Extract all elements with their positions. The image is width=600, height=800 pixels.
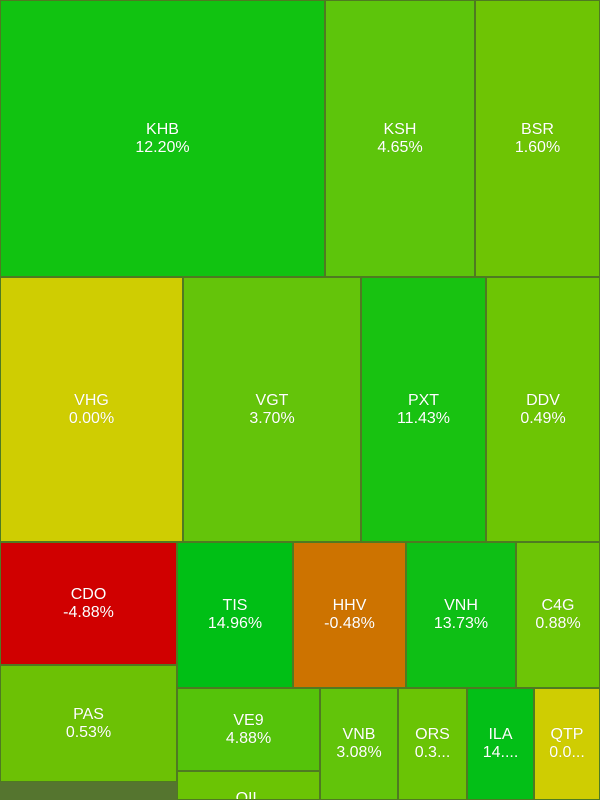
tile-symbol: CDO [70,585,107,603]
tile-hhv[interactable]: HHV -0.48% [293,542,406,688]
tile-oil[interactable]: OIL [177,771,320,800]
tile-c4g[interactable]: C4G 0.88% [516,542,600,688]
tile-symbol: HHV [332,597,367,614]
tile-change: 4.65% [377,138,423,156]
tile-vhg[interactable]: VHG 0.00% [0,277,183,542]
tile-symbol: VGT [255,391,289,409]
tile-change: 0.53% [65,723,112,741]
tile-ddv[interactable]: DDV 0.49% [486,277,600,542]
tile-khb[interactable]: KHB 12.20% [0,0,325,277]
tile-symbol: PXT [407,391,440,409]
tile-change: 12.20% [135,138,190,156]
tile-change: 0.49% [520,409,566,427]
tile-qtp[interactable]: QTP 0.0... [534,688,600,800]
tile-change: 14.96% [207,615,263,632]
tile-symbol: BSR [521,120,554,138]
tile-change: -0.48% [324,615,375,632]
tile-symbol: VHG [74,391,109,409]
tile-change: 11.43% [396,409,451,427]
tile-symbol: ILA [488,726,513,743]
tile-tis[interactable]: TIS 14.96% [177,542,293,688]
tile-cdo[interactable]: CDO -4.88% [0,542,177,665]
tile-bsr[interactable]: BSR 1.60% [475,0,600,277]
tile-change: 14.... [482,744,519,761]
tile-ila[interactable]: ILA 14.... [467,688,534,800]
tile-change: 3.08% [336,744,382,761]
tile-symbol: VNH [444,597,478,614]
tile-symbol: KHB [146,120,179,138]
tile-change: 0.0... [549,744,585,761]
tile-change: 3.70% [249,409,295,427]
tile-change: 1.60% [514,138,561,156]
tile-ors[interactable]: ORS 0.3... [398,688,467,800]
tile-pxt[interactable]: PXT 11.43% [361,277,486,542]
tile-symbol: KSH [383,120,417,138]
tile-ksh[interactable]: KSH 4.65% [325,0,475,277]
tile-vnh[interactable]: VNH 13.73% [406,542,516,688]
tile-change: 0.3... [414,744,451,761]
tile-symbol: PAS [73,705,104,723]
tile-vgt[interactable]: VGT 3.70% [183,277,361,542]
tile-pas[interactable]: PAS 0.53% [0,665,177,782]
tile-symbol: DDV [526,391,560,409]
tile-symbol: VNB [342,726,376,743]
tile-change: 13.73% [433,615,489,632]
tile-symbol: QTP [550,726,584,743]
tile-symbol: VE9 [233,711,264,729]
tile-change: 0.00% [68,409,115,427]
tile-symbol: ORS [415,726,450,743]
tile-change: -4.88% [63,603,114,621]
tile-symbol: TIS [222,597,248,614]
tile-vnb[interactable]: VNB 3.08% [320,688,398,800]
tile-symbol: C4G [541,597,575,614]
tile-symbol: OIL [235,790,262,800]
tile-change: 0.88% [535,615,581,632]
tile-ve9[interactable]: VE9 4.88% [177,688,320,771]
tile-change: 4.88% [225,729,272,747]
